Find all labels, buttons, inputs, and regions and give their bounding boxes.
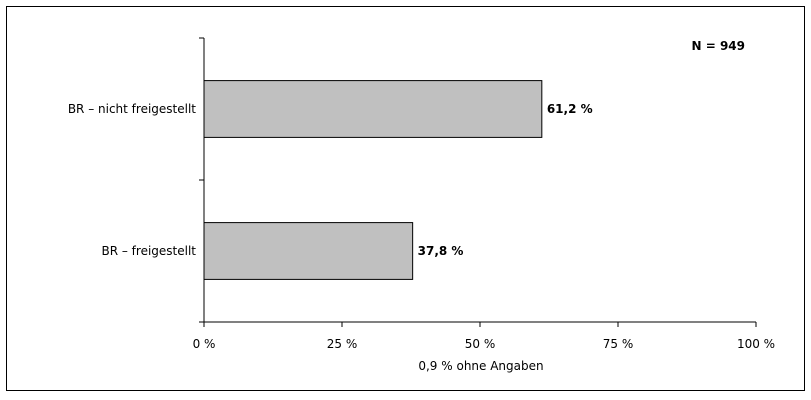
x-tick-label: 50 % [465, 337, 496, 351]
x-tick-label: 0 % [193, 337, 216, 351]
value-label: 61,2 % [547, 102, 593, 116]
x-tick-label: 100 % [737, 337, 775, 351]
value-label: 37,8 % [418, 244, 464, 258]
x-ticks: 0 % 25 % 50 % 75 % 100 % [193, 322, 775, 351]
x-axis-label: 0,9 % ohne Angaben [418, 359, 543, 373]
value-labels: 61,2 % 37,8 % [418, 102, 593, 258]
category-labels: BR – nicht freigestellt BR – freigestellt [68, 102, 196, 258]
bars [203, 80, 543, 280]
x-tick-label: 25 % [327, 337, 358, 351]
bar [203, 80, 543, 138]
chart-border [6, 6, 805, 391]
x-tick-label: 75 % [603, 337, 634, 351]
y-ticks [199, 37, 204, 323]
bar [203, 222, 414, 280]
annotation-n: N = 949 [691, 39, 745, 53]
category-label: BR – nicht freigestellt [68, 102, 196, 116]
category-label: BR – freigestellt [101, 244, 196, 258]
